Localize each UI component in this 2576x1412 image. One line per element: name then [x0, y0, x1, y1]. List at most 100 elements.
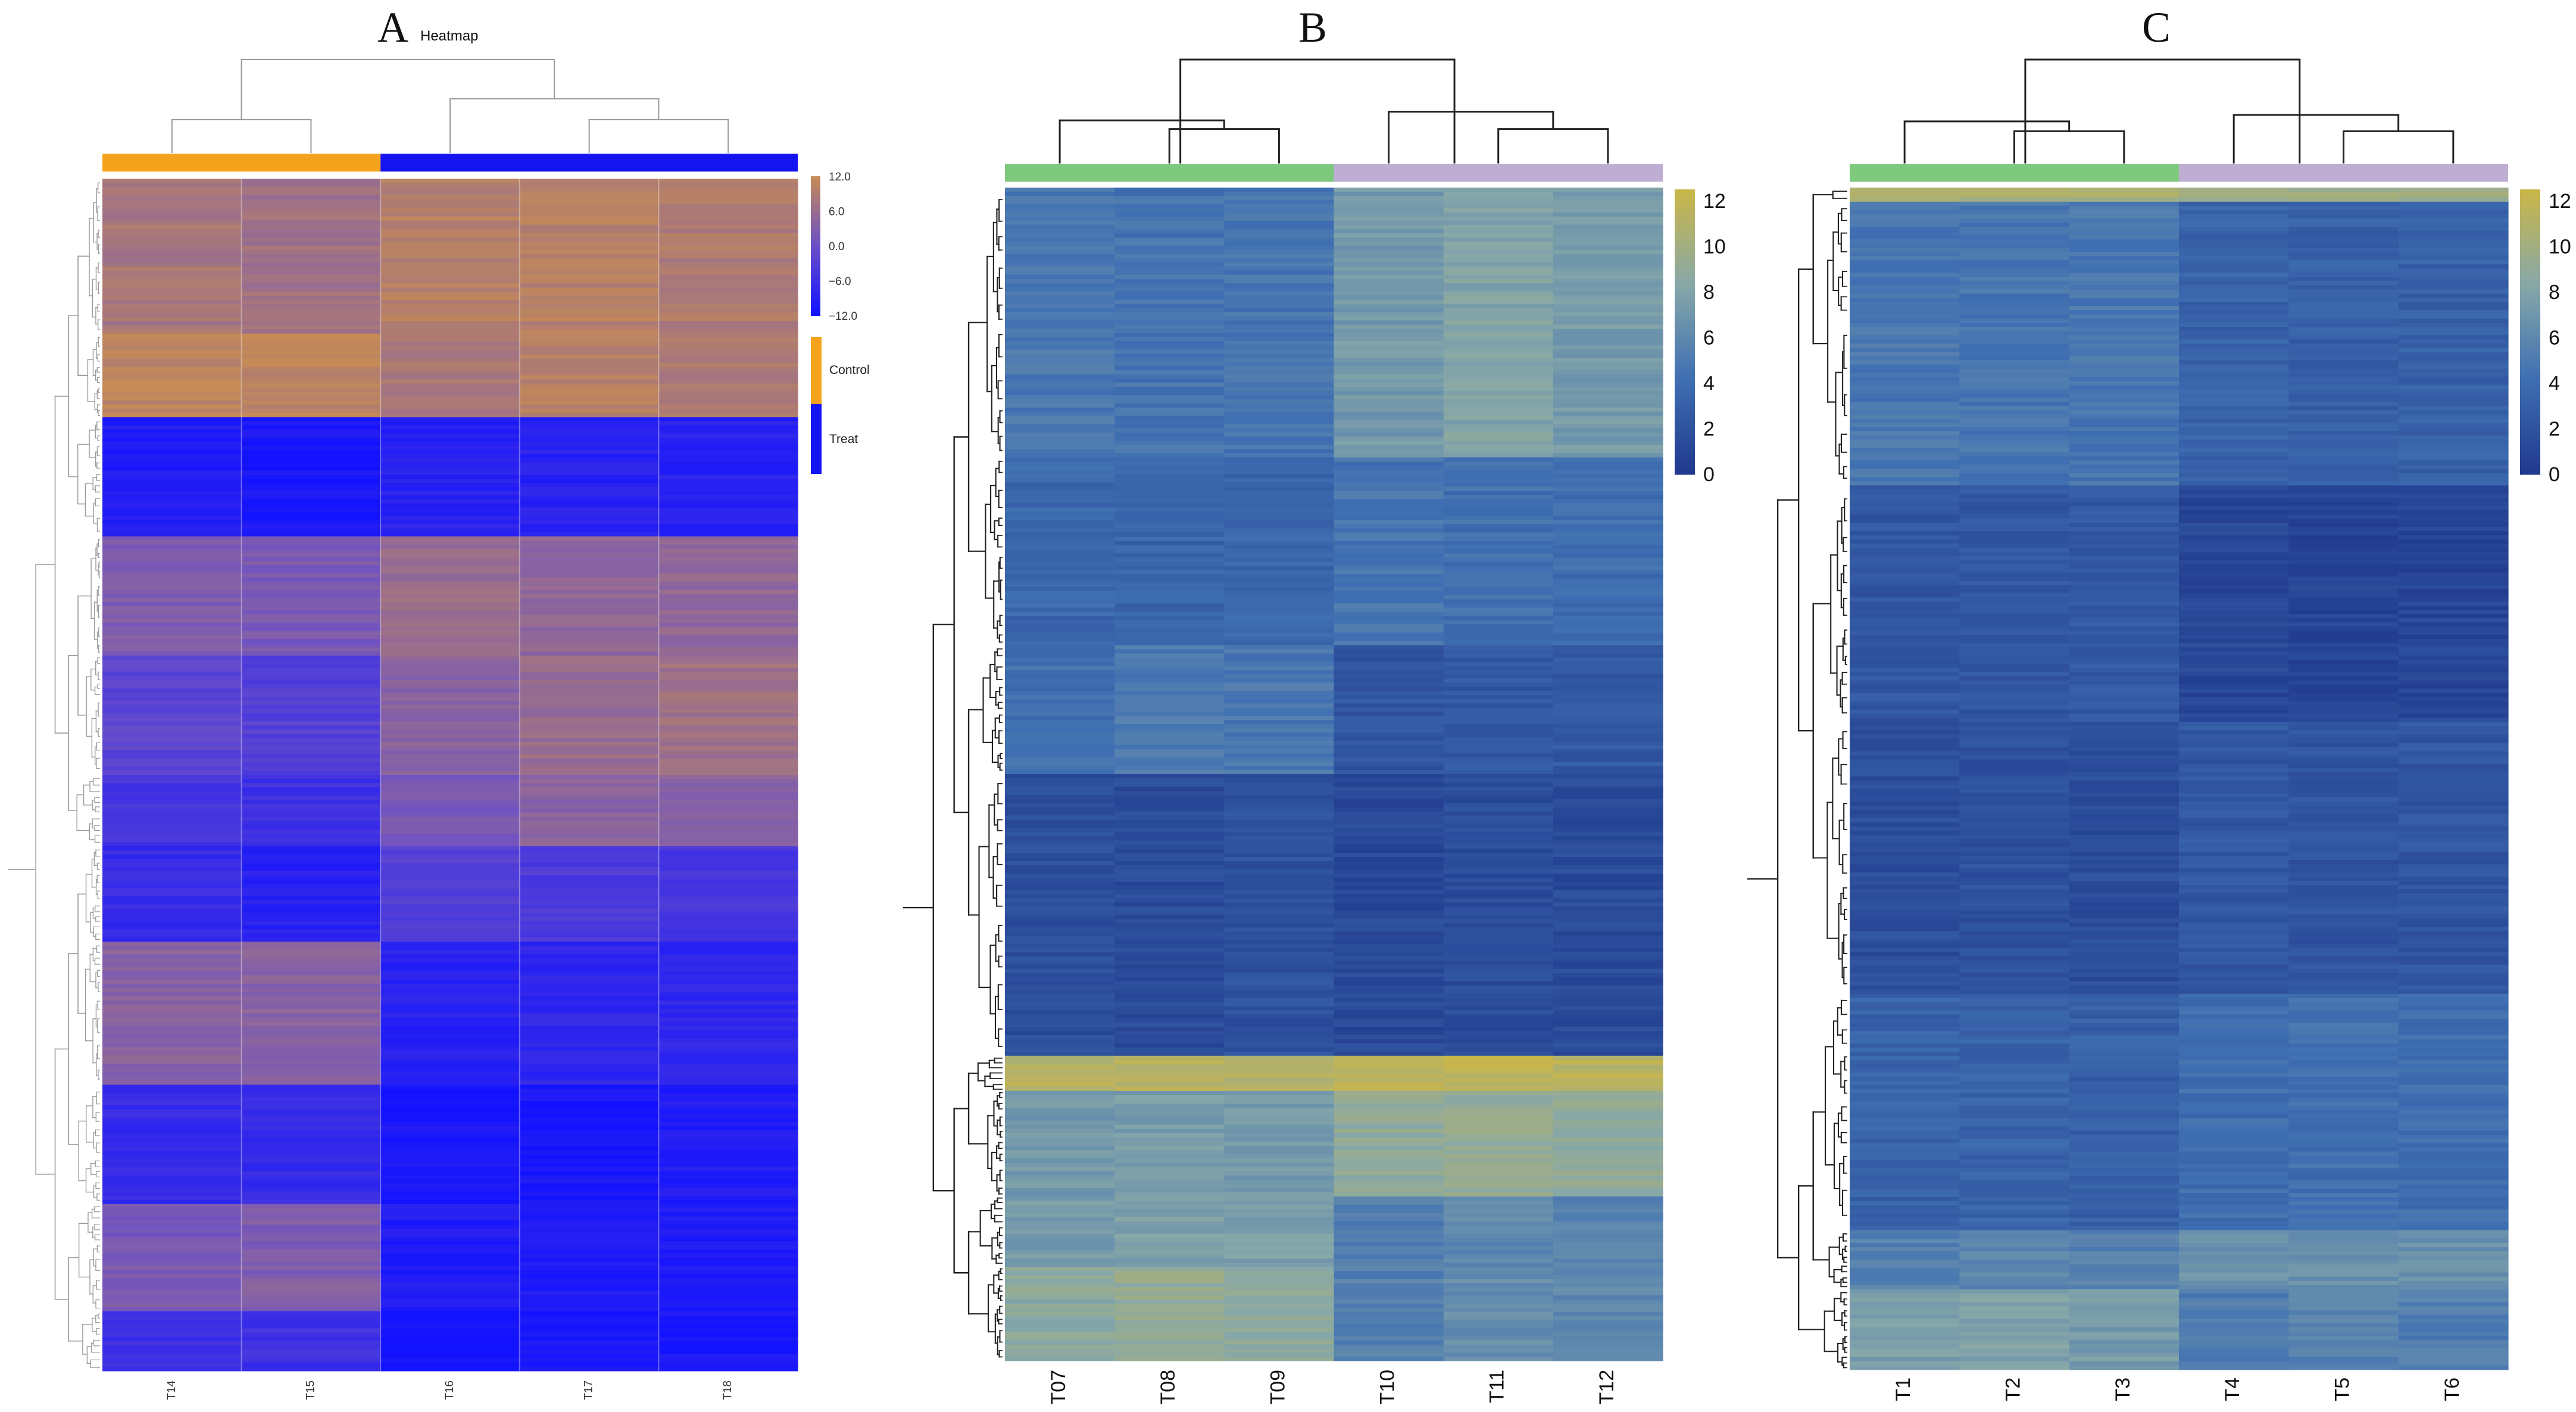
heatmap-cell — [1443, 1137, 1554, 1142]
heatmap-block — [102, 1204, 798, 1312]
heatmap-cell — [1443, 1039, 1554, 1044]
heatmap-cell — [380, 291, 520, 297]
heatmap-cell — [2179, 852, 2289, 856]
heatmap-cell — [2288, 585, 2399, 590]
heatmap-cell — [519, 875, 659, 880]
heatmap-cell — [241, 296, 381, 301]
color-scale-step — [811, 285, 820, 289]
heatmap-cell — [2288, 897, 2399, 902]
heatmap-cell — [1224, 1332, 1335, 1337]
heatmap-cell — [2179, 935, 2289, 940]
heatmap-cell — [102, 1192, 242, 1196]
heatmap-cell — [2398, 834, 2509, 840]
heatmap-cell — [658, 900, 798, 905]
heatmap-cell — [1553, 733, 1663, 737]
heatmap-cell — [1850, 576, 1960, 581]
heatmap-cell — [1443, 208, 1554, 213]
heatmap-cell — [1005, 707, 1115, 712]
heatmap-cell — [2179, 356, 2289, 361]
heatmap-cell — [380, 606, 520, 611]
heatmap-cell — [519, 499, 659, 504]
heatmap-cell — [658, 680, 798, 685]
heatmap-cell — [1959, 381, 2070, 386]
heatmap-cell — [1224, 1146, 1335, 1151]
heatmap-cell — [1443, 482, 1554, 487]
heatmap-cell — [380, 730, 520, 734]
heatmap-cell — [1850, 893, 1960, 898]
heatmap-cell — [1224, 1112, 1335, 1117]
color-scale-step — [1675, 469, 1695, 475]
dendrogram-branch — [86, 718, 93, 758]
heatmap-cell — [2288, 547, 2399, 553]
heatmap-cell — [2179, 914, 2289, 919]
heatmap-cell — [1334, 329, 1444, 333]
heatmap-cell — [2179, 406, 2289, 411]
heatmap-cell — [380, 1204, 520, 1209]
heatmap-cell — [1114, 545, 1225, 550]
heatmap-cell — [1224, 345, 1335, 350]
heatmap-cell — [380, 971, 520, 976]
heatmap-cell — [519, 829, 659, 834]
heatmap-cell — [1005, 216, 1115, 222]
heatmap-cell — [1443, 936, 1554, 940]
heatmap-cell — [2398, 419, 2509, 423]
heatmap-cell — [380, 1093, 520, 1098]
heatmap-cell — [102, 225, 242, 229]
heatmap-cell — [1114, 1352, 1225, 1357]
color-scale-step — [1675, 203, 1695, 209]
heatmap-cell — [1553, 703, 1663, 708]
heatmap-cell — [519, 553, 659, 557]
heatmap-cell — [241, 216, 381, 221]
heatmap-cell — [1224, 678, 1335, 683]
heatmap-cell — [1005, 200, 1115, 205]
heatmap-cell — [102, 179, 242, 183]
heatmap-cell — [1334, 968, 1444, 974]
heatmap-cell — [2398, 440, 2509, 444]
heatmap-cell — [2069, 280, 2180, 286]
heatmap-cell — [1443, 570, 1554, 575]
heatmap-cell — [519, 741, 659, 747]
heatmap-cell — [1443, 794, 1554, 800]
heatmap-cell — [1334, 204, 1444, 209]
heatmap-cell — [241, 696, 381, 702]
color-scale-step — [1675, 327, 1695, 332]
heatmap-cell — [1005, 766, 1115, 771]
heatmap-cell — [658, 388, 798, 392]
heatmap-cell — [1334, 1171, 1444, 1176]
heatmap-cell — [1443, 944, 1554, 949]
heatmap-cell — [1005, 1279, 1115, 1284]
heatmap-cell — [1114, 881, 1225, 887]
heatmap-cell — [658, 741, 798, 747]
heatmap-cell — [1224, 840, 1335, 845]
heatmap-cell — [2288, 469, 2399, 473]
heatmap-cell — [1959, 210, 2070, 215]
heatmap-cell — [1959, 701, 2070, 706]
heatmap-cell — [1553, 512, 1663, 516]
heatmap-cell — [658, 1046, 798, 1052]
dendrogram-branch — [85, 1018, 93, 1064]
heatmap-cell — [241, 1013, 381, 1018]
heatmap-cell — [1005, 1283, 1115, 1288]
heatmap-cell — [102, 304, 242, 309]
heatmap-cell — [1443, 1283, 1554, 1288]
heatmap-cell — [2288, 947, 2399, 953]
column-label: T17 — [583, 1380, 595, 1400]
heatmap-cell — [2288, 818, 2399, 823]
heatmap-cell — [2179, 643, 2289, 648]
heatmap-cell — [1224, 666, 1335, 671]
heatmap-cell — [102, 283, 242, 288]
heatmap-cell — [2069, 531, 2180, 536]
heatmap-cell — [658, 850, 798, 855]
heatmap-cell — [1224, 487, 1335, 491]
heatmap-cell — [1850, 738, 1960, 743]
heatmap-cell — [380, 713, 520, 718]
heatmap-cell — [1334, 1137, 1444, 1142]
heatmap-cell — [1553, 574, 1663, 579]
heatmap-cell — [658, 725, 798, 730]
heatmap-cell — [1114, 960, 1225, 965]
heatmap-cell — [1114, 1129, 1225, 1134]
heatmap-cell — [1553, 712, 1663, 716]
dendrogram-branch — [991, 417, 999, 444]
heatmap-cell — [1553, 861, 1663, 866]
color-scale-step — [1675, 355, 1695, 361]
